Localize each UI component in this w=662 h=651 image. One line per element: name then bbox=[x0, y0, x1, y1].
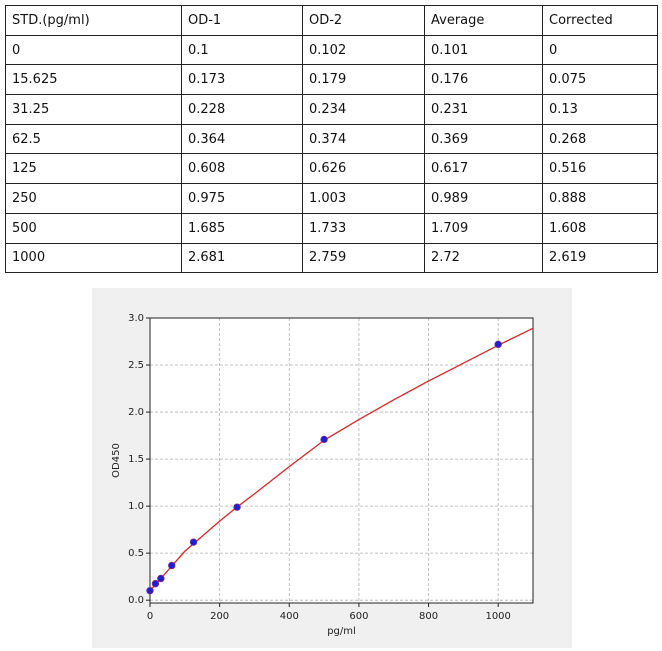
table-cell: 2.681 bbox=[181, 242, 303, 274]
table-cell: 0 bbox=[542, 34, 658, 66]
table-cell: 0.101 bbox=[424, 34, 543, 66]
y-tick-label: 1.0 bbox=[128, 501, 144, 512]
table-cell: 0.173 bbox=[181, 64, 303, 96]
table-cell: 62.5 bbox=[5, 123, 182, 155]
data-point bbox=[320, 435, 328, 444]
table-cell: 0.234 bbox=[302, 94, 425, 125]
table-row: 250 0.975 1.003 0.989 0.888 bbox=[5, 183, 658, 214]
table-cell: 125 bbox=[5, 153, 182, 185]
table-cell: 0.075 bbox=[542, 64, 658, 96]
table-cell: 2.72 bbox=[424, 242, 543, 274]
chart: 0 200 400 600 800 1000 0.0 0.5 1.0 1.5 2.0 2.5 3.0 pg… bbox=[111, 313, 534, 637]
table-cell: OD-1 bbox=[181, 5, 303, 36]
plot-area bbox=[150, 318, 533, 603]
table-cell: 0.231 bbox=[424, 94, 543, 125]
y-tick-label: 1.5 bbox=[128, 454, 144, 465]
table-cell: 1.733 bbox=[302, 212, 425, 244]
table-row: 0 0.1 0.102 0.101 0 bbox=[5, 34, 658, 66]
table-cell: Average bbox=[424, 5, 543, 36]
y-tick-label: 2.5 bbox=[128, 360, 144, 371]
table-cell: 0 bbox=[5, 34, 182, 66]
table-cell: 0.268 bbox=[542, 123, 658, 155]
table-cell: 0.975 bbox=[181, 183, 303, 214]
x-tick-label: 600 bbox=[349, 611, 368, 622]
table-cell: 500 bbox=[5, 212, 182, 244]
table-cell: 0.626 bbox=[302, 153, 425, 185]
x-tick-label: 0 bbox=[147, 611, 153, 622]
y-axis-label: OD450 bbox=[111, 443, 122, 478]
x-tick-label: 1000 bbox=[485, 611, 510, 622]
header-row: STD.(pg/ml) OD-1 OD-2 Average Corrected bbox=[5, 5, 658, 36]
table-cell: 15.625 bbox=[5, 64, 182, 96]
x-tick-label: 800 bbox=[419, 611, 438, 622]
table-cell: 0.176 bbox=[424, 64, 543, 96]
table-cell: 0.374 bbox=[302, 123, 425, 155]
table-cell: 0.228 bbox=[181, 94, 303, 125]
table-row: 31.25 0.228 0.234 0.231 0.13 bbox=[5, 94, 658, 125]
data-point bbox=[151, 579, 160, 588]
table-cell: 0.989 bbox=[424, 183, 543, 214]
data-point bbox=[157, 574, 165, 583]
table-cell: 31.25 bbox=[5, 94, 182, 125]
table-row: 62.5 0.364 0.374 0.369 0.268 bbox=[5, 123, 658, 155]
table-cell: 0.13 bbox=[542, 94, 658, 125]
table-cell: 0.608 bbox=[181, 153, 303, 185]
data-point bbox=[189, 538, 198, 546]
table-cell: OD-2 bbox=[302, 5, 425, 36]
data-table: STD.(pg/ml) OD-1 OD-2 Average Corrected 0 0.1 0… bbox=[5, 5, 658, 274]
table-cell: 2.619 bbox=[542, 242, 658, 274]
table-cell: 0.888 bbox=[542, 183, 658, 214]
table-cell: 0.1 bbox=[181, 34, 303, 66]
table-cell: 0.179 bbox=[302, 64, 425, 96]
plot-frame bbox=[149, 317, 534, 604]
table-row: 15.625 0.173 0.179 0.176 0.075 bbox=[5, 64, 658, 96]
table-cell: 1.685 bbox=[181, 212, 303, 244]
table-cell: 2.759 bbox=[302, 242, 425, 274]
chart-panel: 0 200 400 600 800 1000 0.0 0.5 1.0 1.5 2.0 2.5 3.0 pg… bbox=[92, 288, 572, 648]
table-row: 1000 2.681 2.759 2.72 2.619 bbox=[5, 242, 658, 274]
x-tick-label: 200 bbox=[210, 611, 229, 622]
table-cell: 0.102 bbox=[302, 34, 425, 66]
table-cell: 0.369 bbox=[424, 123, 543, 155]
data-point bbox=[494, 340, 502, 349]
y-tick-label: 0.0 bbox=[128, 595, 144, 606]
table-row: 125 0.608 0.626 0.617 0.516 bbox=[5, 153, 658, 185]
data-point bbox=[168, 561, 176, 570]
x-tick-label: 400 bbox=[280, 611, 299, 622]
x-axis-label: pg/ml bbox=[327, 626, 356, 637]
table-row: 500 1.685 1.733 1.709 1.608 bbox=[5, 212, 658, 244]
y-tick-label: 2.0 bbox=[128, 407, 144, 418]
y-tick-label: 3.0 bbox=[128, 313, 144, 324]
table-cell: 1000 bbox=[5, 242, 182, 274]
table-cell: 250 bbox=[5, 183, 182, 214]
data-point bbox=[233, 503, 241, 511]
table-cell: 0.617 bbox=[424, 153, 543, 185]
table-cell: 1.003 bbox=[302, 183, 425, 214]
table-cell: 1.608 bbox=[542, 212, 658, 244]
y-tick-label: 0.5 bbox=[128, 548, 144, 559]
table-cell: Corrected bbox=[542, 5, 658, 36]
table-cell: 0.516 bbox=[542, 153, 658, 185]
table-cell: STD.(pg/ml) bbox=[5, 5, 182, 36]
data-point bbox=[146, 586, 154, 595]
table-cell: 1.709 bbox=[424, 212, 543, 244]
table-cell: 0.364 bbox=[181, 123, 303, 155]
